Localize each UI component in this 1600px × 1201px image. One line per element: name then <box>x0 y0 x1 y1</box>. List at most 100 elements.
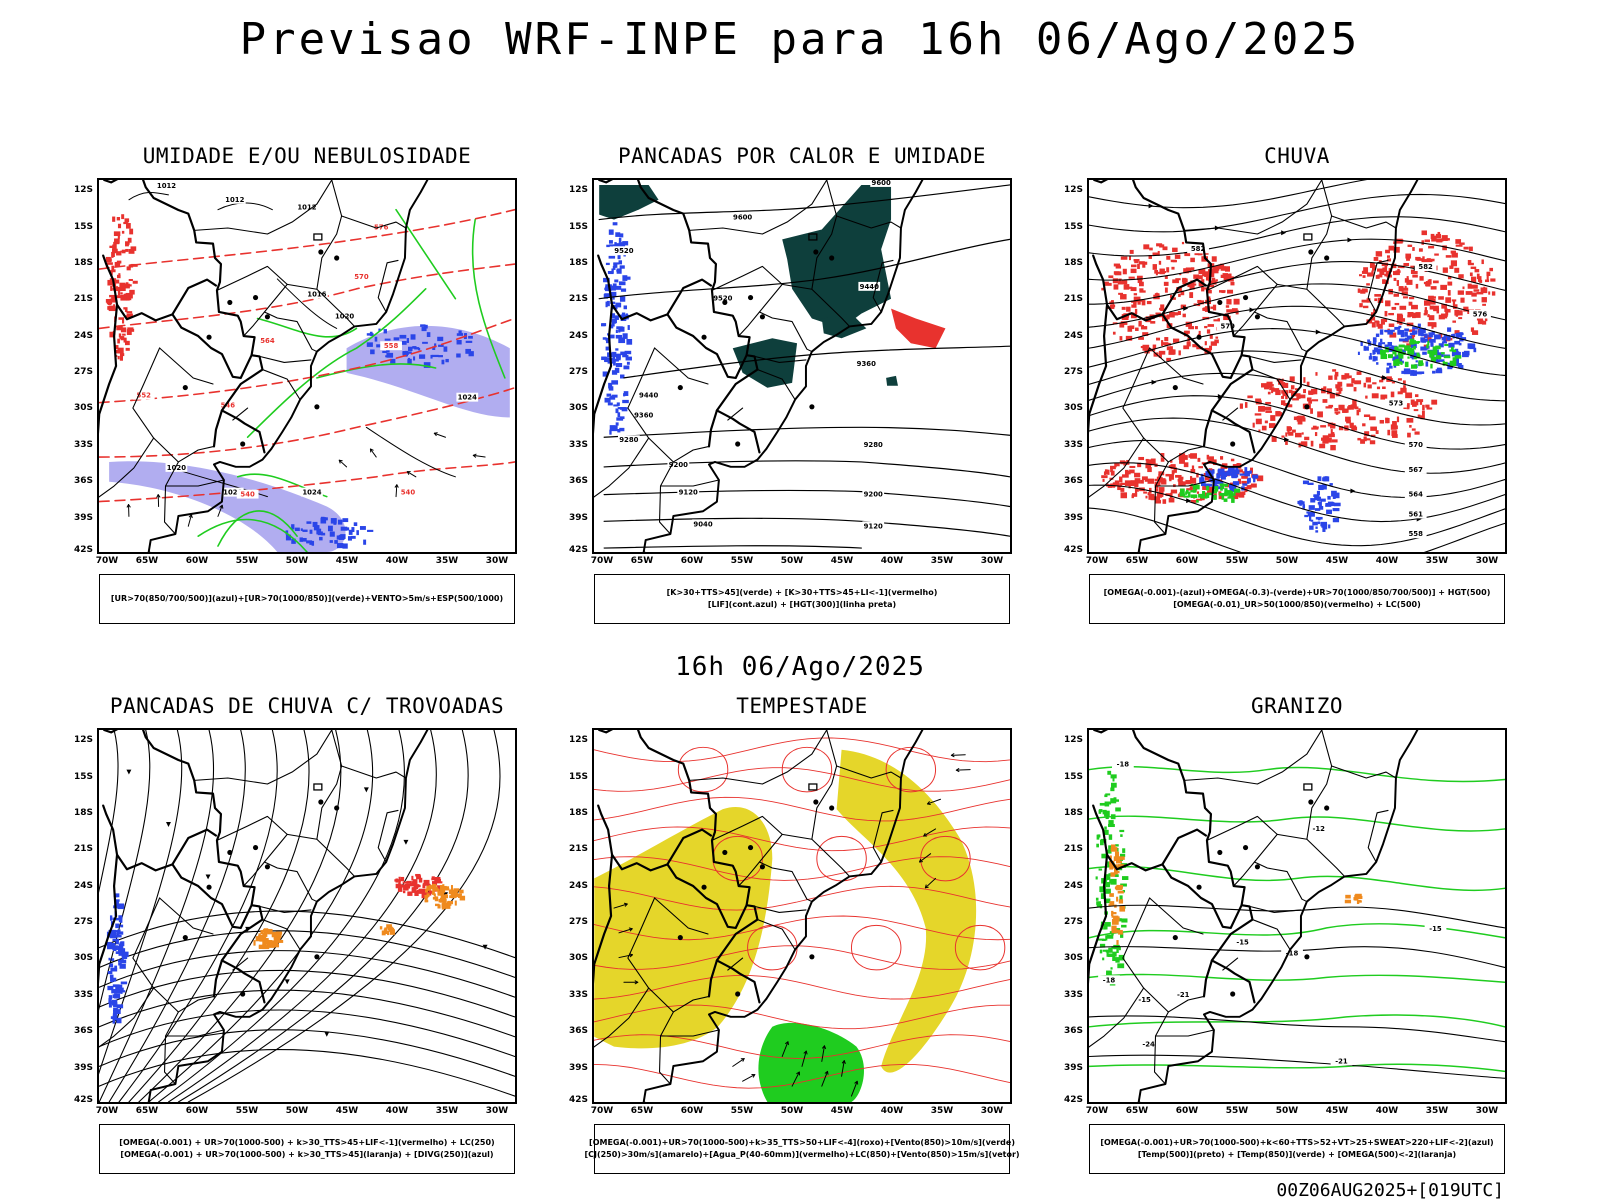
storm-orange-cell <box>441 895 445 898</box>
rain-red-cell <box>1234 299 1240 305</box>
humidity-blue-cell <box>367 530 373 532</box>
storm-red-cell <box>403 886 409 891</box>
divergence-blue-cell <box>110 915 112 920</box>
latitude-tick-label: 24S <box>74 881 93 891</box>
rain-blue-cell <box>1432 371 1435 374</box>
omega-orange-cell <box>1116 940 1118 945</box>
temperature-green-cell <box>1108 948 1112 953</box>
humidity-blue-cell <box>356 530 359 535</box>
rain-red-cell <box>1265 411 1272 413</box>
rain-red-cell <box>1374 294 1381 297</box>
longitude-tick-label: 60W <box>1176 1106 1198 1116</box>
rain-red-cell <box>1357 371 1362 375</box>
contour-label: 570 <box>1409 441 1424 449</box>
rain-red-cell <box>1240 403 1243 408</box>
rain-green-cell <box>1221 496 1223 500</box>
rain-red-cell <box>1164 337 1168 341</box>
streamline-arrow <box>324 1032 329 1037</box>
humidity-blue-cell <box>310 530 313 534</box>
contour-label: 558 <box>1409 530 1424 538</box>
rain-red-cell <box>1357 438 1360 440</box>
streamline-arrow <box>166 822 171 827</box>
temperature-green-cell <box>1102 958 1104 961</box>
lifted-index-blue-cell <box>616 422 619 425</box>
latitude-tick-label: 21S <box>569 294 588 304</box>
rain-blue-cell <box>1376 362 1378 365</box>
longitude-tick-label: 35W <box>1426 1106 1448 1116</box>
storm-orange-cell <box>425 900 429 903</box>
rain-red-cell <box>1182 278 1186 281</box>
rain-red-cell <box>1119 323 1124 327</box>
contour-label: 558 <box>384 342 399 350</box>
low-level-red-cell <box>122 231 124 234</box>
rain-blue-cell <box>1316 517 1323 520</box>
lake-marker <box>813 249 818 254</box>
temperature-green-cell <box>1100 803 1106 806</box>
rain-red-cell <box>1142 476 1148 480</box>
contour-label: 9040 <box>693 520 712 528</box>
rain-blue-cell <box>1426 361 1429 366</box>
temperature-green-cell <box>1110 967 1112 969</box>
rain-green-cell <box>1206 486 1209 491</box>
rain-red-cell <box>1322 441 1328 444</box>
rain-red-cell <box>1156 338 1160 341</box>
omega-orange-cell <box>1115 852 1119 857</box>
rain-green-cell <box>1193 489 1196 492</box>
rain-red-cell <box>1412 275 1418 278</box>
rain-red-cell <box>1198 253 1203 255</box>
lake-marker <box>701 885 706 890</box>
storm-orange-cell <box>433 897 435 900</box>
lake-marker <box>722 300 727 305</box>
rain-red-cell <box>1215 337 1218 339</box>
rain-red-cell <box>1230 282 1234 285</box>
rain-blue-cell <box>1302 504 1305 508</box>
rain-red-cell <box>1308 390 1314 394</box>
contour-label: 570 <box>354 273 369 281</box>
humidity-blue-cell <box>330 540 333 543</box>
rain-blue-cell <box>1318 521 1320 524</box>
rain-red-cell <box>1153 345 1156 349</box>
contour-label: 9120 <box>864 522 883 530</box>
latitude-tick-label: 33S <box>1064 440 1083 450</box>
latitude-tick-label: 21S <box>74 294 93 304</box>
rain-blue-cell <box>1425 334 1428 339</box>
latitude-tick-label: 33S <box>74 440 93 450</box>
state-border <box>689 730 827 784</box>
rain-red-cell <box>1394 294 1399 297</box>
rain-red-cell <box>1173 312 1180 315</box>
rain-red-cell <box>1190 476 1192 482</box>
contour-label: 582 <box>1418 263 1433 271</box>
omega-orange-cell <box>1116 897 1118 902</box>
temperature-green-cell <box>1121 918 1127 922</box>
rain-red-cell <box>1139 290 1145 292</box>
contour-label: -18 <box>1103 976 1116 984</box>
rain-red-cell <box>1422 411 1425 416</box>
rain-red-cell <box>1126 287 1133 289</box>
rain-red-cell <box>1143 492 1147 494</box>
rain-red-cell <box>1379 380 1383 383</box>
state-border <box>1223 408 1238 420</box>
legend-line: [OMEGA(-0.001)+UR>70(1000-500)+k>35_TTS>… <box>589 1137 1015 1149</box>
rain-blue-cell <box>1389 366 1393 369</box>
longitude-tick-label: 70W <box>1086 1106 1108 1116</box>
latitude-tick-label: 27S <box>1064 917 1083 927</box>
latitude-tick-label: 30S <box>1064 403 1083 413</box>
low-level-red-cell <box>121 214 124 219</box>
lake-marker <box>678 385 683 390</box>
low-level-red-cell <box>113 242 119 244</box>
longitude-tick-label: 35W <box>436 556 458 566</box>
rain-blue-cell <box>1240 473 1245 475</box>
legend-line: [OMEGA(-0.001)+UR>70(1000-500)+k<60+TTS>… <box>1100 1137 1493 1149</box>
temperature-green-cell <box>1107 771 1111 775</box>
rain-red-cell <box>1406 418 1413 423</box>
humidity-blue-cell <box>437 337 443 341</box>
rain-green-cell <box>1227 496 1231 498</box>
streamline-arrow <box>1250 307 1255 312</box>
lifted-index-blue-cell <box>617 355 621 360</box>
lake-marker <box>227 300 232 305</box>
temperature-green-cell <box>1098 939 1105 941</box>
rain-blue-cell <box>1242 483 1247 485</box>
rain-red-cell <box>1295 433 1302 437</box>
